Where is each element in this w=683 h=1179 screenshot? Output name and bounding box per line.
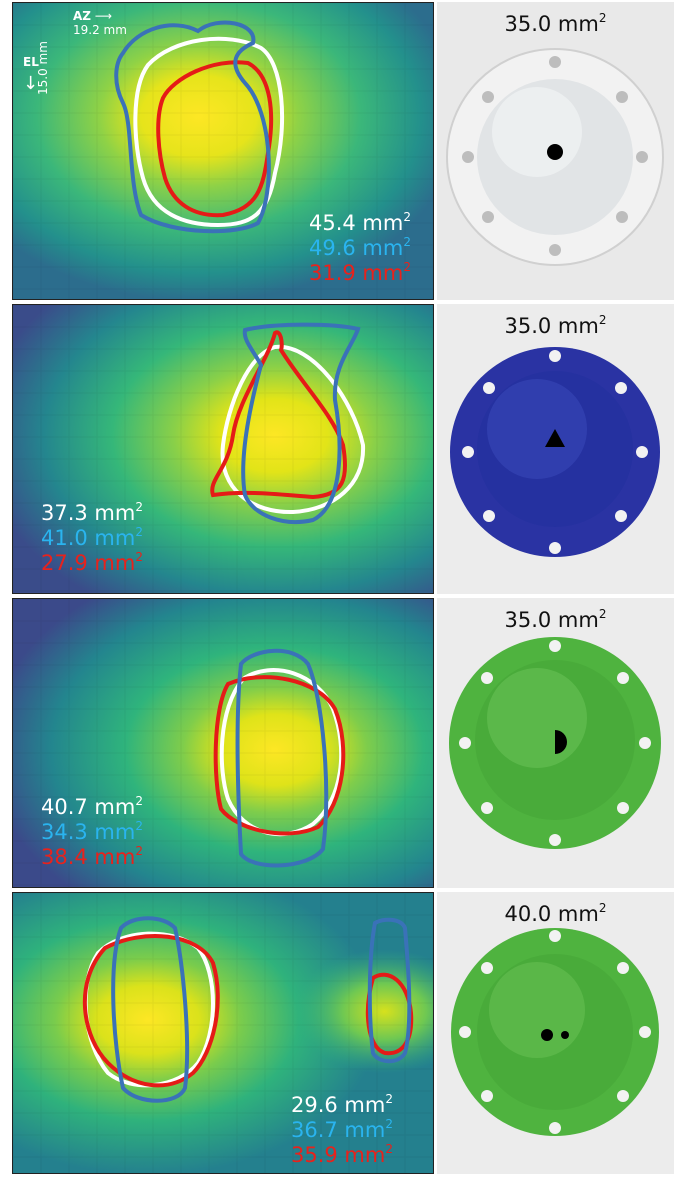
area-blue: 34.3 mm2 <box>41 819 143 844</box>
el-scale-label: EL <box>23 55 39 69</box>
blue-contour-small <box>367 917 412 1064</box>
area-values-1: 45.4 mm2 49.6 mm2 31.9 mm2 <box>309 211 411 286</box>
heatmap-1-svg <box>13 3 433 299</box>
heatmap-3-svg <box>13 599 433 887</box>
az-arrow-icon: ⟶ <box>94 9 113 23</box>
area-red: 31.9 mm2 <box>309 260 411 285</box>
area-values-4: 29.6 mm2 36.7 mm2 35.9 mm2 <box>291 1093 393 1168</box>
heatmap-panel-4: 29.6 mm2 36.7 mm2 35.9 mm2 <box>12 892 434 1174</box>
az-scale-label: AZ ⟶ 19.2 mm <box>73 9 127 37</box>
area-white: 45.4 mm2 <box>309 210 411 235</box>
aperture-photo-3: 35.0 mm2 <box>437 598 674 888</box>
aperture-photo-4: 40.0 mm2 <box>437 892 674 1174</box>
area-values-3: 40.7 mm2 34.3 mm2 38.4 mm2 <box>41 795 143 870</box>
red-contour <box>156 60 274 218</box>
heatmap-panel-2: 37.3 mm2 41.0 mm2 27.9 mm2 <box>12 304 434 594</box>
blue-dome-image <box>437 304 674 594</box>
photo-title-2: 35.0 mm2 <box>504 313 607 338</box>
red-contour <box>210 330 348 500</box>
white-contour <box>219 668 344 837</box>
az-size: 19.2 mm <box>73 23 127 37</box>
blue-contour <box>114 20 271 234</box>
area-blue: 36.7 mm2 <box>291 1117 393 1142</box>
el-size: 15.0 mm <box>36 41 50 95</box>
el-label: EL <box>23 55 39 69</box>
red-contour <box>82 934 220 1088</box>
area-white: 40.7 mm2 <box>41 794 143 819</box>
area-red: 38.4 mm2 <box>41 844 143 869</box>
green-dome-two-holes-image <box>437 892 674 1174</box>
red-contour <box>213 675 346 836</box>
area-values-2: 37.3 mm2 41.0 mm2 27.9 mm2 <box>41 501 143 576</box>
area-white: 37.3 mm2 <box>41 500 143 525</box>
photo-title-3: 35.0 mm2 <box>504 607 607 632</box>
white-dome-image <box>437 2 674 300</box>
area-blue: 49.6 mm2 <box>309 235 411 260</box>
aperture-photo-1: 35.0 mm2 <box>437 2 674 300</box>
blue-contour <box>241 322 361 525</box>
blue-contour <box>235 648 329 868</box>
green-dome-image <box>437 598 674 888</box>
az-label: AZ <box>73 9 91 23</box>
white-contour <box>220 344 366 515</box>
area-red: 27.9 mm2 <box>41 550 143 575</box>
photo-title-1: 35.0 mm2 <box>504 11 607 36</box>
blue-contour <box>111 916 190 1103</box>
photo-title-4: 40.0 mm2 <box>504 901 607 926</box>
area-white: 29.6 mm2 <box>291 1092 393 1117</box>
area-blue: 41.0 mm2 <box>41 525 143 550</box>
heatmap-panel-3: 40.7 mm2 34.3 mm2 38.4 mm2 <box>12 598 434 888</box>
heatmap-4-svg <box>13 893 433 1173</box>
aperture-photo-2: 35.0 mm2 <box>437 304 674 594</box>
area-red: 35.9 mm2 <box>291 1142 393 1167</box>
heatmap-panel-1: AZ ⟶ 19.2 mm EL ↓ 15.0 mm 45.4 mm2 49.6 … <box>12 2 434 300</box>
heatmap-2-svg <box>13 305 433 593</box>
el-arrow-icon: ↓ <box>23 73 39 94</box>
